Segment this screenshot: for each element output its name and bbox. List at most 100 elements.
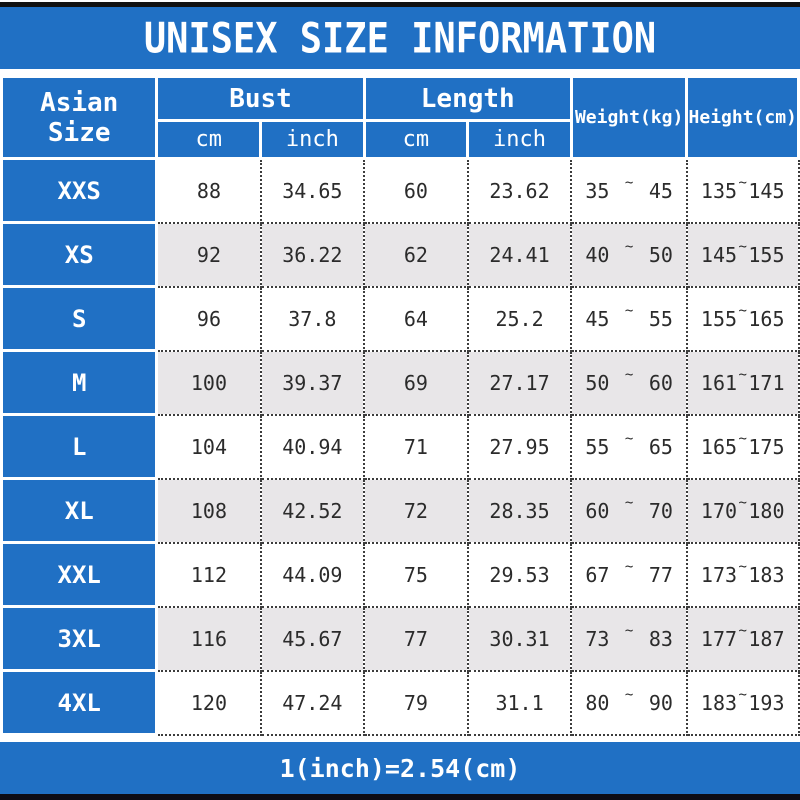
table-row: XXL 112 44.09 75 29.53 67 ~ 77 173 ~ — [0, 541, 800, 609]
height-range: 170 ~ 180 — [689, 495, 797, 523]
col-header-bust-cm: cm — [155, 119, 263, 161]
height-min: 165 — [700, 434, 738, 459]
size-cell: XS — [0, 221, 159, 289]
weight-min: 80 — [585, 690, 610, 715]
size-cell: L — [0, 413, 159, 481]
bust-cm-cell: 88 — [155, 157, 262, 224]
weight-min: 40 — [585, 242, 610, 267]
title-band: UNISEX SIZE INFORMATION — [0, 6, 800, 70]
length-cm-cell: 71 — [363, 413, 469, 480]
weight-min: 55 — [585, 434, 610, 459]
table-row: 3XL 116 45.67 77 30.31 73 ~ 83 177 ~ — [0, 605, 800, 673]
height-max: 193 — [748, 690, 785, 715]
tilde-glyph: ~ — [624, 302, 634, 319]
weight-min: 73 — [585, 626, 610, 651]
weight-range-cell: 67 ~ 77 — [570, 541, 688, 608]
bust-cm-cell: 112 — [155, 541, 262, 608]
bust-inch-cell: 39.37 — [259, 349, 366, 416]
height-min: 135 — [700, 178, 738, 203]
size-cell: XXS — [0, 157, 159, 225]
size-cell: 3XL — [0, 605, 159, 673]
length-cm-cell: 64 — [363, 285, 469, 352]
length-inch-cell: 29.53 — [466, 541, 573, 608]
height-range-cell: 135 ~ 145 — [685, 157, 800, 224]
table-row: XL 108 42.52 72 28.35 60 ~ 70 170 ~ — [0, 477, 800, 545]
height-min: 170 — [700, 498, 738, 523]
weight-max: 77 — [648, 562, 673, 587]
length-cm-cell: 60 — [363, 157, 469, 224]
height-max: 165 — [748, 306, 785, 331]
weight-range: 80 ~ 90 — [573, 687, 685, 715]
height-range: 145 ~ 155 — [689, 239, 797, 267]
length-inch-cell: 27.95 — [466, 413, 573, 480]
weight-max: 60 — [648, 370, 673, 395]
weight-min: 67 — [585, 562, 610, 587]
top-white-strip — [0, 0, 800, 2]
height-range-cell: 145 ~ 155 — [685, 221, 800, 288]
weight-min: 60 — [585, 498, 610, 523]
length-inch-cell: 27.17 — [466, 349, 573, 416]
tilde-glyph: ~ — [738, 430, 747, 447]
tilde-glyph: ~ — [738, 494, 747, 511]
height-min: 145 — [700, 242, 738, 267]
bust-inch-cell: 45.67 — [259, 605, 366, 672]
table-row: M 100 39.37 69 27.17 50 ~ 60 161 ~ 1 — [0, 349, 800, 417]
height-range-cell: 173 ~ 183 — [685, 541, 800, 608]
tilde-glyph: ~ — [738, 686, 747, 703]
length-cm-cell: 77 — [363, 605, 469, 672]
bust-inch-cell: 44.09 — [259, 541, 366, 608]
height-min: 161 — [700, 370, 738, 395]
tilde-glyph: ~ — [738, 174, 747, 191]
height-min: 155 — [700, 306, 738, 331]
weight-max: 83 — [648, 626, 673, 651]
table-row: S 96 37.8 64 25.2 45 ~ 55 155 ~ 165 — [0, 285, 800, 353]
col-header-asian-size: Asian Size — [0, 75, 159, 161]
header-unit-row: cm inch cm inch — [2, 119, 799, 161]
bust-inch-cell: 34.65 — [259, 157, 366, 224]
weight-min: 35 — [585, 178, 610, 203]
tilde-glyph: ~ — [624, 558, 634, 575]
table-row: XS 92 36.22 62 24.41 40 ~ 50 145 ~ 1 — [0, 221, 800, 289]
bust-inch-cell: 42.52 — [259, 477, 366, 544]
table-header: Asian Size Bust Length Weight(kg) Height… — [0, 75, 800, 161]
height-max: 171 — [748, 370, 785, 395]
size-cell: S — [0, 285, 159, 353]
length-inch-cell: 31.1 — [466, 669, 573, 736]
weight-range: 60 ~ 70 — [573, 495, 685, 523]
tilde-glyph: ~ — [738, 558, 747, 575]
height-range: 161 ~ 171 — [689, 367, 797, 395]
size-table: Asian Size Bust Length Weight(kg) Height… — [0, 75, 800, 737]
page-title: UNISEX SIZE INFORMATION — [143, 13, 657, 63]
table-row: XXS 88 34.65 60 23.62 35 ~ 45 135 ~ — [0, 157, 800, 225]
height-max: 183 — [748, 562, 785, 587]
height-min: 173 — [700, 562, 738, 587]
bust-inch-cell: 37.8 — [259, 285, 366, 352]
weight-range-cell: 35 ~ 45 — [570, 157, 688, 224]
tilde-glyph: ~ — [624, 686, 634, 703]
length-inch-cell: 25.2 — [466, 285, 573, 352]
col-header-height: Height(cm) — [685, 75, 800, 161]
col-header-length-cm: cm — [362, 119, 470, 161]
weight-max: 65 — [648, 434, 673, 459]
height-max: 187 — [748, 626, 785, 651]
weight-min: 50 — [585, 370, 610, 395]
weight-max: 45 — [648, 178, 673, 203]
col-header-bust-inch: inch — [259, 119, 366, 161]
height-min: 183 — [700, 690, 738, 715]
size-cell: XL — [0, 477, 159, 545]
length-inch-cell: 30.31 — [466, 605, 573, 672]
length-cm-cell: 75 — [363, 541, 469, 608]
weight-range: 73 ~ 83 — [573, 623, 685, 651]
weight-max: 70 — [648, 498, 673, 523]
length-cm-cell: 69 — [363, 349, 469, 416]
bust-cm-cell: 92 — [155, 221, 262, 288]
bust-cm-cell: 116 — [155, 605, 262, 672]
col-header-weight: Weight(kg) — [569, 75, 689, 161]
col-header-length-inch: inch — [466, 119, 573, 161]
weight-range: 45 ~ 55 — [573, 303, 685, 331]
weight-range-cell: 73 ~ 83 — [570, 605, 688, 672]
col-header-bust: Bust — [155, 75, 366, 123]
bust-inch-cell: 36.22 — [259, 221, 366, 288]
size-cell: XXL — [0, 541, 159, 609]
length-inch-cell: 24.41 — [466, 221, 573, 288]
